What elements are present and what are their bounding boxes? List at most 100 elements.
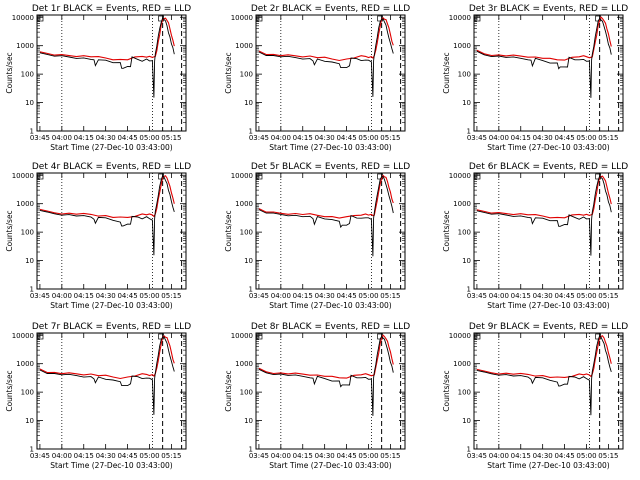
panel-title: Det 6r BLACK = Events, RED = LLD — [469, 162, 628, 172]
x-tick-label: 04:45 — [554, 134, 574, 142]
x-tick-label: 03:45 — [467, 292, 487, 300]
y-tick-label: 1 — [249, 446, 253, 454]
y-tick-label: 1 — [30, 286, 34, 294]
panel-6: Det 6r BLACK = Events, RED = LLD Start T… — [442, 162, 628, 310]
x-tick-label: 04:45 — [117, 292, 137, 300]
x-tick-label: 05:15 — [598, 134, 618, 142]
panel-title: Det 9r BLACK = Events, RED = LLD — [469, 322, 628, 332]
panel-title: Det 2r BLACK = Events, RED = LLD — [251, 4, 410, 14]
x-tick-label: 03:45 — [30, 292, 50, 300]
x-axis-label: Start Time (27-Dec-10 03:43:00) — [487, 301, 609, 310]
y-axis-label: Counts/sec — [224, 370, 233, 411]
x-tick-label: 04:30 — [533, 134, 553, 142]
series-line-events — [258, 335, 394, 416]
x-tick-label: 04:00 — [271, 452, 291, 460]
y-tick-label: 100 — [240, 229, 253, 237]
x-tick-label: 04:00 — [489, 452, 509, 460]
y-axis-label: Counts/sec — [442, 210, 451, 251]
x-tick-label: 05:00 — [576, 134, 596, 142]
panel-title: Det 5r BLACK = Events, RED = LLD — [251, 162, 410, 172]
series-line-events — [39, 336, 175, 415]
x-tick-label: 04:15 — [293, 292, 313, 300]
corner-box-marker — [256, 173, 263, 180]
x-tick-label: 04:00 — [52, 292, 72, 300]
y-tick-label: 100 — [240, 389, 253, 397]
x-tick-label: 04:15 — [74, 452, 94, 460]
y-tick-label: 100 — [21, 389, 34, 397]
y-axis-label: Counts/sec — [5, 52, 14, 93]
plot-frame — [473, 14, 624, 132]
x-axis-label: Start Time (27-Dec-10 03:43:00) — [50, 143, 172, 152]
y-tick-label: 10 — [244, 99, 253, 107]
x-tick-label: 05:15 — [598, 452, 618, 460]
panel-8: Det 8r BLACK = Events, RED = LLD Start T… — [224, 322, 410, 470]
x-tick-label: 05:00 — [576, 452, 596, 460]
panel-title: Det 4r BLACK = Events, RED = LLD — [32, 162, 191, 172]
x-tick-label: 04:30 — [96, 134, 116, 142]
plot-frame — [255, 14, 406, 132]
y-axis-label: Counts/sec — [224, 210, 233, 251]
y-tick-label: 1000 — [453, 200, 471, 208]
x-tick-label: 04:00 — [52, 452, 72, 460]
series-line-lld — [258, 174, 394, 219]
plot-frame — [255, 332, 406, 450]
x-tick-label: 03:45 — [467, 452, 487, 460]
x-axis-label: Start Time (27-Dec-10 03:43:00) — [269, 301, 391, 310]
x-tick-label: 04:30 — [96, 452, 116, 460]
plot-frame — [36, 332, 187, 450]
y-tick-label: 10000 — [449, 14, 471, 22]
y-tick-label: 100 — [21, 71, 34, 79]
y-tick-label: 10000 — [231, 332, 253, 340]
plot-frame — [255, 172, 406, 290]
panel-4: Det 4r BLACK = Events, RED = LLD Start T… — [5, 162, 191, 310]
x-tick-label: 04:30 — [533, 292, 553, 300]
panel-5: Det 5r BLACK = Events, RED = LLD Start T… — [224, 162, 410, 310]
y-tick-label: 10000 — [12, 332, 34, 340]
y-axis-label: Counts/sec — [224, 52, 233, 93]
x-axis-label: Start Time (27-Dec-10 03:43:00) — [487, 461, 609, 470]
panel-1: Det 1r BLACK = Events, RED = LLD Start T… — [5, 4, 191, 152]
plot-frame — [473, 172, 624, 290]
y-tick-label: 1000 — [235, 360, 253, 368]
x-tick-label: 04:15 — [511, 134, 531, 142]
y-tick-label: 10000 — [12, 172, 34, 180]
y-tick-label: 10000 — [231, 14, 253, 22]
x-tick-label: 04:15 — [293, 134, 313, 142]
x-tick-label: 04:30 — [96, 292, 116, 300]
y-tick-label: 1000 — [235, 42, 253, 50]
x-tick-label: 05:00 — [358, 134, 378, 142]
x-tick-label: 04:15 — [511, 292, 531, 300]
panel-3: Det 3r BLACK = Events, RED = LLD Start T… — [442, 4, 628, 152]
x-tick-label: 05:15 — [380, 292, 400, 300]
y-tick-label: 1000 — [235, 200, 253, 208]
x-tick-label: 05:15 — [380, 134, 400, 142]
x-tick-label: 04:45 — [336, 134, 356, 142]
series-line-lld — [39, 335, 175, 380]
x-axis-label: Start Time (27-Dec-10 03:43:00) — [269, 143, 391, 152]
y-tick-label: 100 — [21, 229, 34, 237]
x-tick-label: 05:15 — [161, 134, 181, 142]
x-tick-label: 04:00 — [271, 292, 291, 300]
y-tick-label: 10000 — [12, 14, 34, 22]
x-axis-label: Start Time (27-Dec-10 03:43:00) — [269, 461, 391, 470]
y-tick-label: 10 — [462, 417, 471, 425]
plot-frame — [473, 332, 624, 450]
x-tick-label: 04:00 — [489, 292, 509, 300]
y-tick-label: 100 — [458, 229, 471, 237]
x-tick-label: 04:45 — [554, 452, 574, 460]
panel-9: Det 9r BLACK = Events, RED = LLD Start T… — [442, 322, 628, 470]
x-tick-label: 04:30 — [315, 452, 335, 460]
y-tick-label: 10 — [244, 417, 253, 425]
corner-box-marker — [256, 333, 263, 340]
y-tick-label: 1000 — [16, 200, 34, 208]
y-tick-label: 1000 — [453, 360, 471, 368]
series-line-lld — [39, 175, 175, 218]
y-tick-label: 1000 — [16, 360, 34, 368]
series-line-events — [39, 174, 175, 256]
y-tick-label: 100 — [458, 389, 471, 397]
plot-frame — [36, 172, 187, 290]
series-line-lld — [258, 334, 394, 379]
y-tick-label: 1000 — [16, 42, 34, 50]
panel-title: Det 8r BLACK = Events, RED = LLD — [251, 322, 410, 332]
